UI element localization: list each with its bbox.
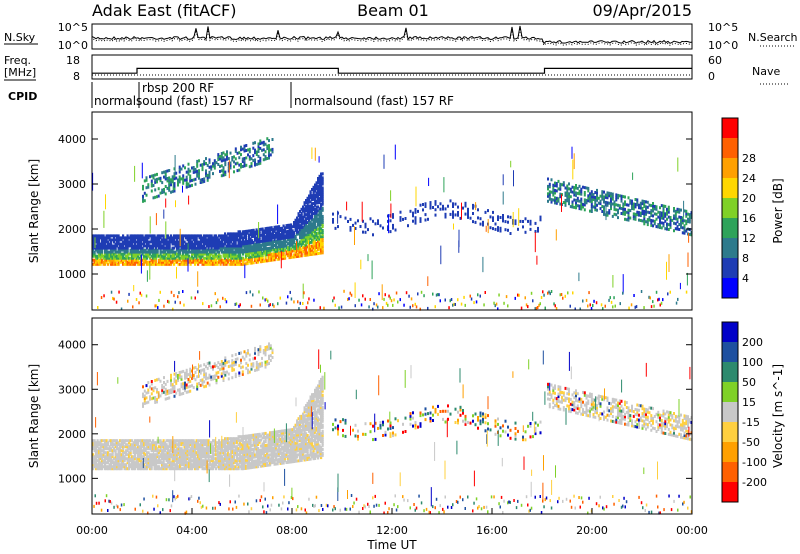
freq-right-tick-top: 60 [708,54,722,67]
freq-label-line2: [MHz] [4,66,36,79]
colorbar-swatch [722,422,738,442]
colorbar-swatch [722,382,738,402]
colorbar-swatch [722,258,738,278]
freq-left-tick-top: 18 [66,54,80,67]
velocity-y-ticks: 1000 2000 3000 4000 [58,339,692,485]
velocity-panel: Slant Range [km] 1000 2000 3000 4000 200 100… [27,317,785,552]
y-tick-label: 4000 [58,133,86,146]
velocity-colorbar: 200 100 50 15 -15 -50 -100 -200 [721,321,767,503]
power-scatter [92,137,693,311]
colorbar-tick-label: -50 [742,436,760,449]
noise-left-tick-top: 10^5 [58,21,88,34]
colorbar-tick-label: 4 [742,272,749,285]
power-ylabel: Slant Range [km] [27,159,41,263]
date-title: 09/Apr/2015 [592,1,692,20]
colorbar-tick-label: 24 [742,172,756,185]
colorbar-swatch [722,218,738,238]
colorbar-swatch [722,462,738,482]
y-tick-label: 1000 [58,472,86,485]
freq-label-line1: Freq. [4,54,31,67]
colorbar-tick-label: 15 [742,396,756,409]
cpid-segment-2: rbsp 200 RF [142,81,214,95]
y-tick-label: 3000 [58,178,86,191]
noise-left-label: N.Sky [4,31,36,44]
nave-label: Nave [752,65,780,78]
noise-search-trace [91,27,693,47]
colorbar-swatch [722,402,738,422]
noise-right-tick-bottom: 10^0 [708,39,738,52]
colorbar-swatch [722,138,738,158]
y-tick-label: 4000 [58,339,86,352]
colorbar-tick-label: 16 [742,212,756,225]
y-tick-label: 1000 [58,268,86,281]
noise-right-label: N.Search [748,31,798,44]
noise-sky-trace [91,25,693,45]
x-tick-label: 12:00 [376,524,408,537]
colorbar-tick-label: 12 [742,232,756,245]
colorbar-swatch [722,278,738,298]
colorbar-swatch [722,158,738,178]
colorbar-swatch [722,198,738,218]
colorbar-swatch [722,118,738,138]
y-tick-label: 3000 [58,383,86,396]
colorbar-tick-label: -15 [742,416,760,429]
freq-left-tick-bottom: 8 [73,70,80,83]
power-panel: Slant Range [km] 1000 2000 3000 4000 4 8 12 16… [27,111,785,311]
colorbar-swatch [722,442,738,462]
power-colorbar: 4 8 12 16 20 24 28 [721,117,756,299]
x-tick-label: 00:00 [676,524,708,537]
power-y-ticks: 1000 2000 3000 4000 [58,133,692,281]
colorbar-tick-label: -100 [742,456,767,469]
colorbar-tick-label: 8 [742,252,749,265]
x-tick-label: 20:00 [576,524,608,537]
colorbar-swatch [722,342,738,362]
y-tick-label: 2000 [58,223,86,236]
colorbar-swatch [722,322,738,342]
y-tick-label: 2000 [58,428,86,441]
colorbar-tick-label: 50 [742,376,756,389]
colorbar-tick-label: -200 [742,476,767,489]
colorbar-tick-label: 28 [742,152,756,165]
cpid-segment-3: normalsound (fast) 157 RF [294,94,454,108]
x-tick-label: 04:00 [176,524,208,537]
station-title: Adak East (fitACF) [92,1,236,20]
colorbar-tick-label: 20 [742,192,756,205]
noise-panel: N.Sky 10^5 10^0 10^5 10^0 N.Search [4,21,798,52]
beam-title: Beam 01 [357,1,429,20]
freq-right-tick-bottom: 0 [708,70,715,83]
power-colorbar-label: Power [dB] [771,178,785,243]
colorbar-tick-label: 100 [742,356,763,369]
cpid-segment-1: normalsound (fast) 157 RF [94,94,254,108]
x-tick-label: 00:00 [76,524,108,537]
colorbar-swatch [722,482,738,502]
colorbar-swatch [722,238,738,258]
noise-right-tick-top: 10^5 [708,21,738,34]
noise-left-tick-bottom: 10^0 [58,39,88,52]
velocity-scatter [92,342,693,515]
velocity-ylabel: Slant Range [km] [27,364,41,468]
frequency-trace [92,67,692,74]
cpid-label: CPID [8,90,37,103]
cpid-panel: CPID normalsound (fast) 157 RF rbsp 200 … [8,81,454,108]
velocity-x-ticks: 00:00 04:00 08:00 12:00 16:00 20:00 00:00 [76,508,708,537]
colorbar-swatch [722,178,738,198]
colorbar-tick-label: 200 [742,336,763,349]
frequency-panel: Freq. [MHz] 18 8 60 0 Nave [4,54,788,85]
velocity-colorbar-label: Velocity [m s^-1] [771,364,785,468]
x-tick-label: 08:00 [276,524,308,537]
x-axis-label: Time UT [366,538,417,552]
colorbar-swatch [722,362,738,382]
x-tick-label: 16:00 [476,524,508,537]
